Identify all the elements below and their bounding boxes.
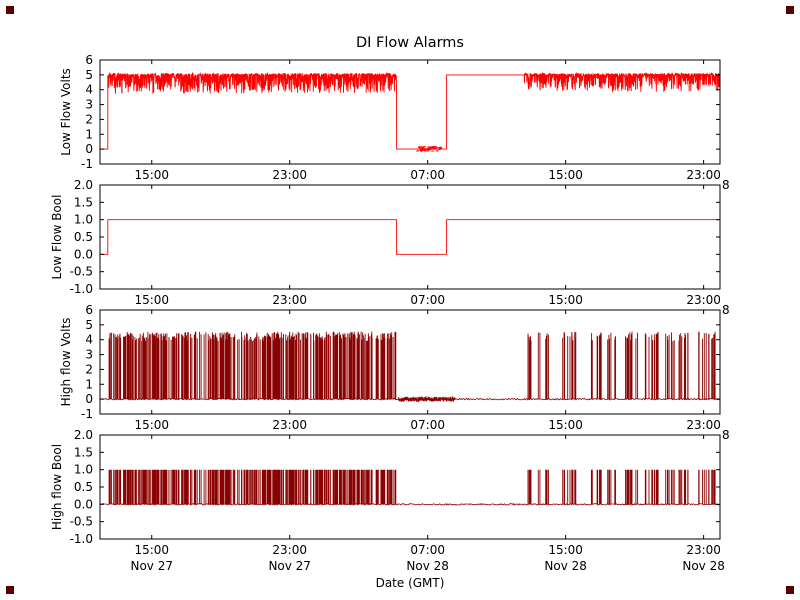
svg-text:Nov 27: Nov 27 <box>268 559 311 573</box>
svg-text:15:00: 15:00 <box>134 168 169 182</box>
chart-title: DI Flow Alarms <box>356 35 464 51</box>
svg-text:0.5: 0.5 <box>74 480 93 494</box>
svg-text:15:00: 15:00 <box>548 418 583 432</box>
svg-text:23:00: 23:00 <box>686 418 721 432</box>
corner-mark-top-right <box>786 6 794 14</box>
svg-text:23:00: 23:00 <box>272 543 307 557</box>
svg-text:5: 5 <box>85 318 93 332</box>
svg-text:-1: -1 <box>81 157 93 171</box>
xlabel: Date (GMT) <box>375 576 445 590</box>
svg-text:15:00: 15:00 <box>134 418 169 432</box>
svg-text:0.5: 0.5 <box>74 230 93 244</box>
svg-text:2.0: 2.0 <box>74 178 93 192</box>
corner-mark-bottom-right <box>786 586 794 594</box>
svg-text:23:00: 23:00 <box>272 168 307 182</box>
svg-text:15:00: 15:00 <box>548 168 583 182</box>
svg-text:07:00: 07:00 <box>410 543 445 557</box>
svg-text:1.5: 1.5 <box>74 445 93 459</box>
svg-text:4: 4 <box>85 333 93 347</box>
corner-mark-bottom-left <box>6 586 14 594</box>
svg-text:23:00: 23:00 <box>272 293 307 307</box>
svg-text:0.0: 0.0 <box>74 247 93 261</box>
series-1 <box>100 219 720 255</box>
svg-text:2: 2 <box>85 112 93 126</box>
series-3 <box>100 469 720 506</box>
svg-text:6: 6 <box>85 53 93 67</box>
svg-text:0.0: 0.0 <box>74 497 93 511</box>
svg-text:Nov 27: Nov 27 <box>130 559 173 573</box>
svg-text:3: 3 <box>85 348 93 362</box>
svg-text:07:00: 07:00 <box>410 168 445 182</box>
ylabel-low-flow-volts: Low Flow Volts <box>59 68 73 156</box>
svg-text:Nov 28: Nov 28 <box>544 559 587 573</box>
svg-text:23:00: 23:00 <box>686 168 721 182</box>
svg-text:Nov 28: Nov 28 <box>406 559 449 573</box>
svg-text:15:00: 15:00 <box>134 543 169 557</box>
svg-text:1.0: 1.0 <box>74 213 93 227</box>
right-label-3: 8 <box>722 428 730 442</box>
svg-text:-0.5: -0.5 <box>70 515 93 529</box>
svg-text:2.0: 2.0 <box>74 428 93 442</box>
svg-text:2: 2 <box>85 362 93 376</box>
svg-text:-1: -1 <box>81 407 93 421</box>
svg-text:3: 3 <box>85 98 93 112</box>
svg-text:4: 4 <box>85 83 93 97</box>
svg-text:07:00: 07:00 <box>410 293 445 307</box>
svg-text:1.5: 1.5 <box>74 195 93 209</box>
svg-text:23:00: 23:00 <box>272 418 307 432</box>
svg-text:5: 5 <box>85 68 93 82</box>
svg-text:1: 1 <box>85 377 93 391</box>
svg-text:15:00: 15:00 <box>134 293 169 307</box>
series-0 <box>100 71 720 152</box>
svg-text:0: 0 <box>85 392 93 406</box>
svg-text:6: 6 <box>85 303 93 317</box>
ylabel-high-flow-volts: High flow Volts <box>59 317 73 407</box>
svg-text:15:00: 15:00 <box>548 543 583 557</box>
svg-text:23:00: 23:00 <box>686 293 721 307</box>
svg-text:-1.0: -1.0 <box>70 532 93 546</box>
svg-text:23:00: 23:00 <box>686 543 721 557</box>
svg-text:07:00: 07:00 <box>410 418 445 432</box>
right-label-1: 8 <box>722 178 730 192</box>
svg-text:1.0: 1.0 <box>74 463 93 477</box>
ylabel-high-flow-bool: High flow Bool <box>50 443 64 531</box>
svg-text:15:00: 15:00 <box>548 293 583 307</box>
svg-text:-1.0: -1.0 <box>70 282 93 296</box>
ylabel-low-flow-bool: Low Flow Bool <box>50 194 64 280</box>
svg-text:Nov 28: Nov 28 <box>682 559 725 573</box>
svg-text:-0.5: -0.5 <box>70 265 93 279</box>
svg-text:0: 0 <box>85 142 93 156</box>
corner-mark-top-left <box>6 6 14 14</box>
right-label-2: 8 <box>722 303 730 317</box>
series-2 <box>100 331 720 403</box>
svg-text:1: 1 <box>85 127 93 141</box>
